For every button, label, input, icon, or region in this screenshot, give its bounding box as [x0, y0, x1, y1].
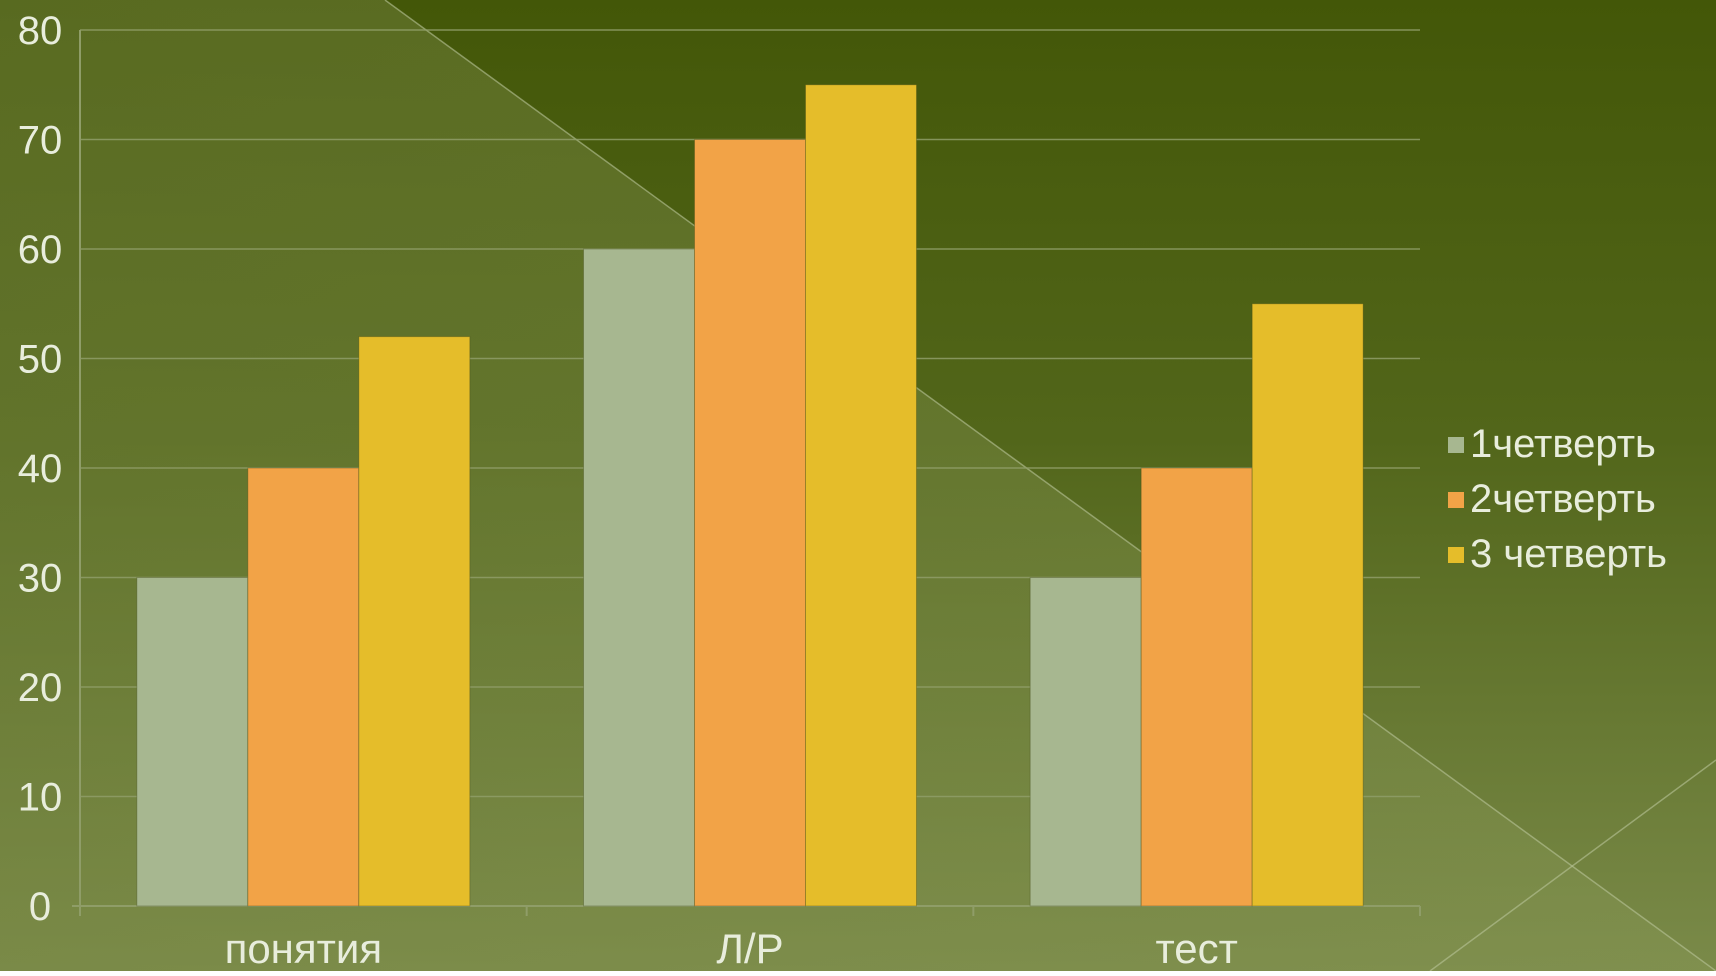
bar-3-3	[1251, 303, 1364, 907]
y-tick-label: 80	[18, 9, 63, 53]
bar-2-3	[1140, 467, 1253, 907]
x-tick-label: понятия	[225, 925, 382, 971]
legend-label: 3 четверть	[1470, 532, 1667, 576]
legend-swatch	[1448, 547, 1464, 563]
bar-2-2	[694, 139, 806, 907]
x-tick-label: Л/Р	[716, 925, 783, 971]
x-axis-tick-labels: понятия Л/Р тест	[225, 925, 1238, 972]
legend-label: 1четверть	[1470, 422, 1656, 466]
legend-swatch	[1448, 437, 1464, 453]
legend-label: 2четверть	[1470, 477, 1656, 521]
y-tick-label: 30	[18, 557, 63, 601]
y-tick-label: 20	[18, 666, 63, 710]
y-axis-tick-labels: 0 10 20 30 40 50 60 70 80	[18, 9, 63, 929]
bar-3-2	[805, 84, 917, 907]
bars	[136, 84, 1364, 907]
legend-swatch	[1448, 492, 1464, 508]
bar-1-2	[583, 248, 695, 907]
bar-3-1	[358, 336, 471, 907]
y-tick-label: 40	[18, 447, 63, 491]
bar-2-1	[247, 467, 360, 907]
y-tick-label: 60	[18, 228, 63, 272]
legend: 1четверть 2четверть 3 четверть	[1448, 422, 1667, 576]
bar-1-1	[136, 577, 249, 907]
y-tick-label: 10	[18, 776, 63, 820]
bar-1-3	[1029, 577, 1142, 907]
x-tick-label: тест	[1155, 925, 1237, 971]
y-tick-label: 70	[18, 119, 63, 163]
y-tick-label: 0	[29, 885, 51, 929]
y-tick-label: 50	[18, 338, 63, 382]
background-diagonal-line	[1429, 759, 1716, 972]
background-diagonal-line	[384, 0, 1716, 972]
